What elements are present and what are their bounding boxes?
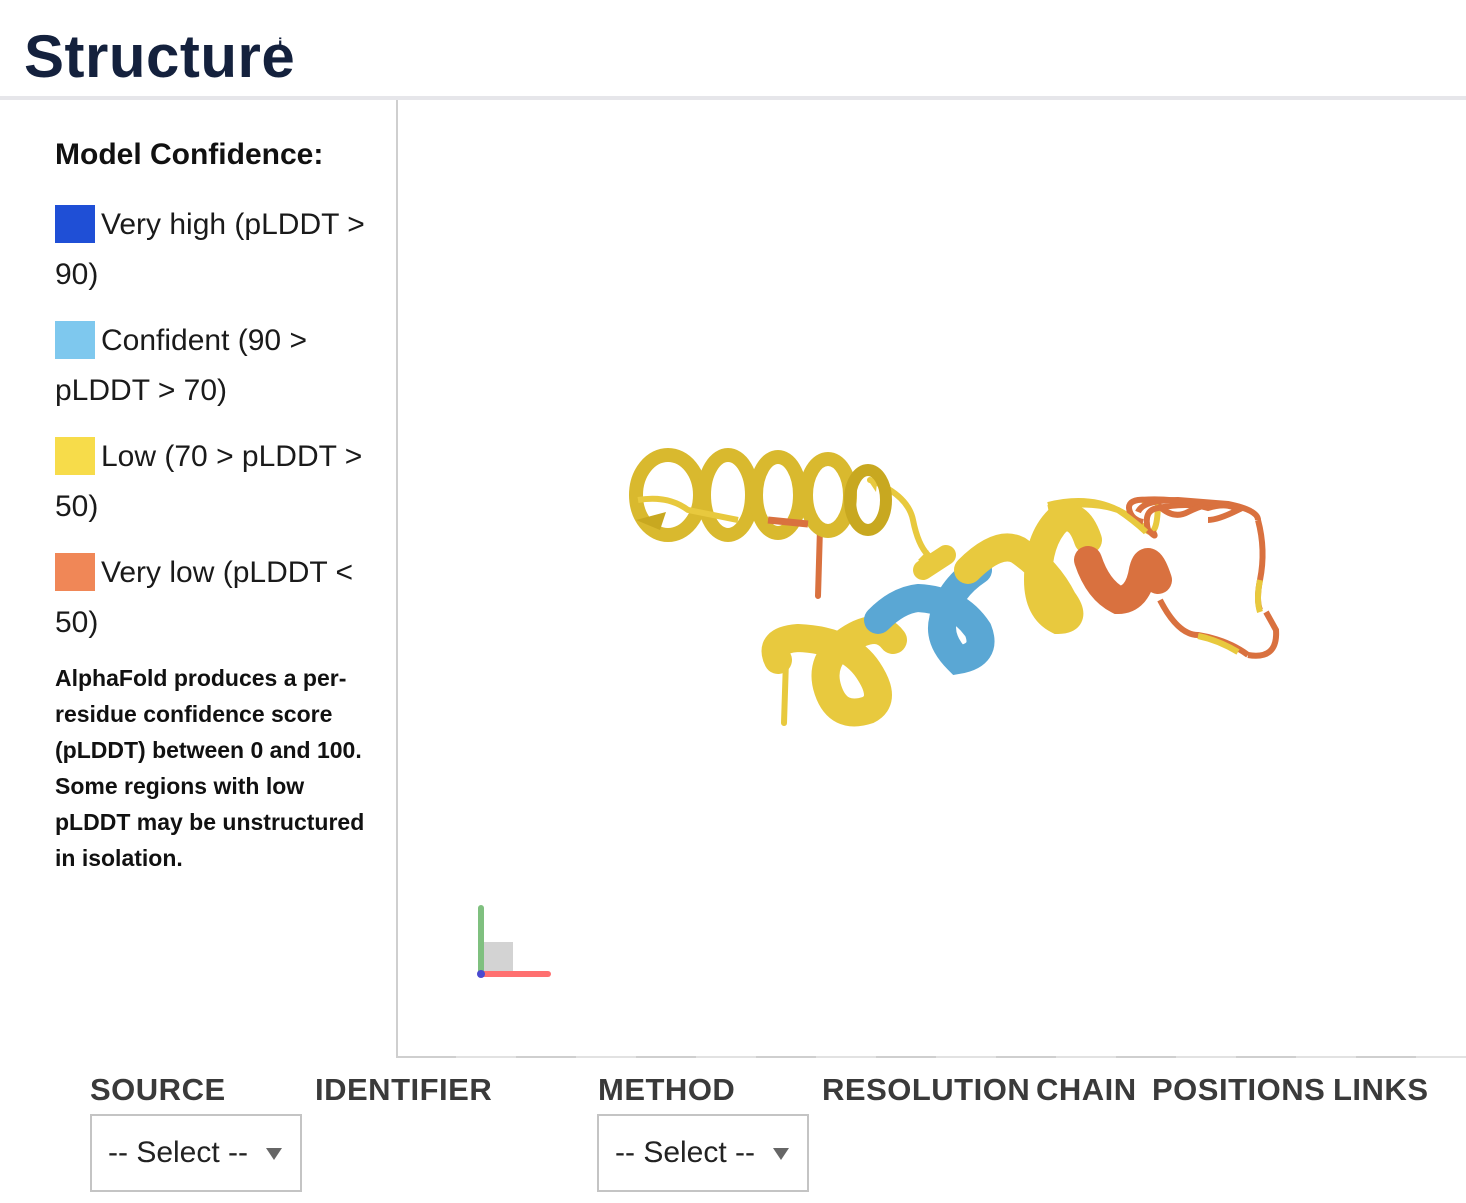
- viewer-divider: [456, 1056, 516, 1058]
- legend-item-confident: Confident (90 > pLDDT > 70): [55, 316, 375, 416]
- column-header-identifier: IDENTIFIER: [315, 1072, 493, 1107]
- legend-item-low: Low (70 > pLDDT > 50): [55, 432, 375, 532]
- swatch-low: [55, 437, 95, 475]
- page-header: Structure i: [0, 0, 1466, 100]
- legend-item-very-low: Very low (pLDDT < 50): [55, 548, 375, 648]
- legend-label: Low (70 > pLDDT > 50): [55, 440, 363, 523]
- legend-item-very-high: Very high (pLDDT > 90): [55, 200, 375, 300]
- swatch-confident: [55, 321, 95, 359]
- viewer-divider: [696, 1056, 756, 1058]
- source-select-value: -- Select --: [108, 1136, 249, 1169]
- dropdown-arrow-icon: [266, 1148, 282, 1160]
- method-select-value: -- Select --: [615, 1136, 756, 1169]
- column-header-source: SOURCE: [90, 1072, 226, 1107]
- viewer-divider: [1056, 1056, 1116, 1058]
- column-header-links: LINKS: [1333, 1072, 1429, 1107]
- viewer-divider: [576, 1056, 636, 1058]
- legend-label: Very high (pLDDT > 90): [55, 208, 365, 291]
- info-icon[interactable]: i: [278, 36, 283, 53]
- viewer-divider: [1176, 1056, 1236, 1058]
- legend-title: Model Confidence:: [55, 138, 324, 171]
- viewer-divider: [1296, 1056, 1356, 1058]
- dropdown-arrow-icon: [773, 1148, 789, 1160]
- column-header-chain: CHAIN: [1036, 1072, 1137, 1107]
- swatch-very-low: [55, 553, 95, 591]
- method-select[interactable]: -- Select --: [597, 1114, 809, 1192]
- legend-note: AlphaFold produces a per-residue confide…: [55, 665, 365, 871]
- page-title: Structure: [24, 23, 296, 90]
- column-header-method: METHOD: [598, 1072, 736, 1107]
- viewer-divider: [816, 1056, 876, 1058]
- swatch-very-high: [55, 205, 95, 243]
- confidence-legend: Model Confidence: Very high (pLDDT > 90)…: [55, 138, 375, 876]
- axis-gizmo: [477, 905, 551, 978]
- source-select[interactable]: -- Select --: [90, 1114, 302, 1192]
- structure-viewer[interactable]: [396, 100, 1466, 1058]
- column-header-resolution: RESOLUTION: [822, 1072, 1031, 1107]
- viewer-divider: [936, 1056, 996, 1058]
- protein-structure-render[interactable]: [398, 100, 1466, 1058]
- legend-label: Very low (pLDDT < 50): [55, 556, 354, 639]
- column-header-positions: POSITIONS: [1152, 1072, 1326, 1107]
- legend-label: Confident (90 > pLDDT > 70): [55, 324, 307, 407]
- viewer-divider: [1416, 1056, 1466, 1058]
